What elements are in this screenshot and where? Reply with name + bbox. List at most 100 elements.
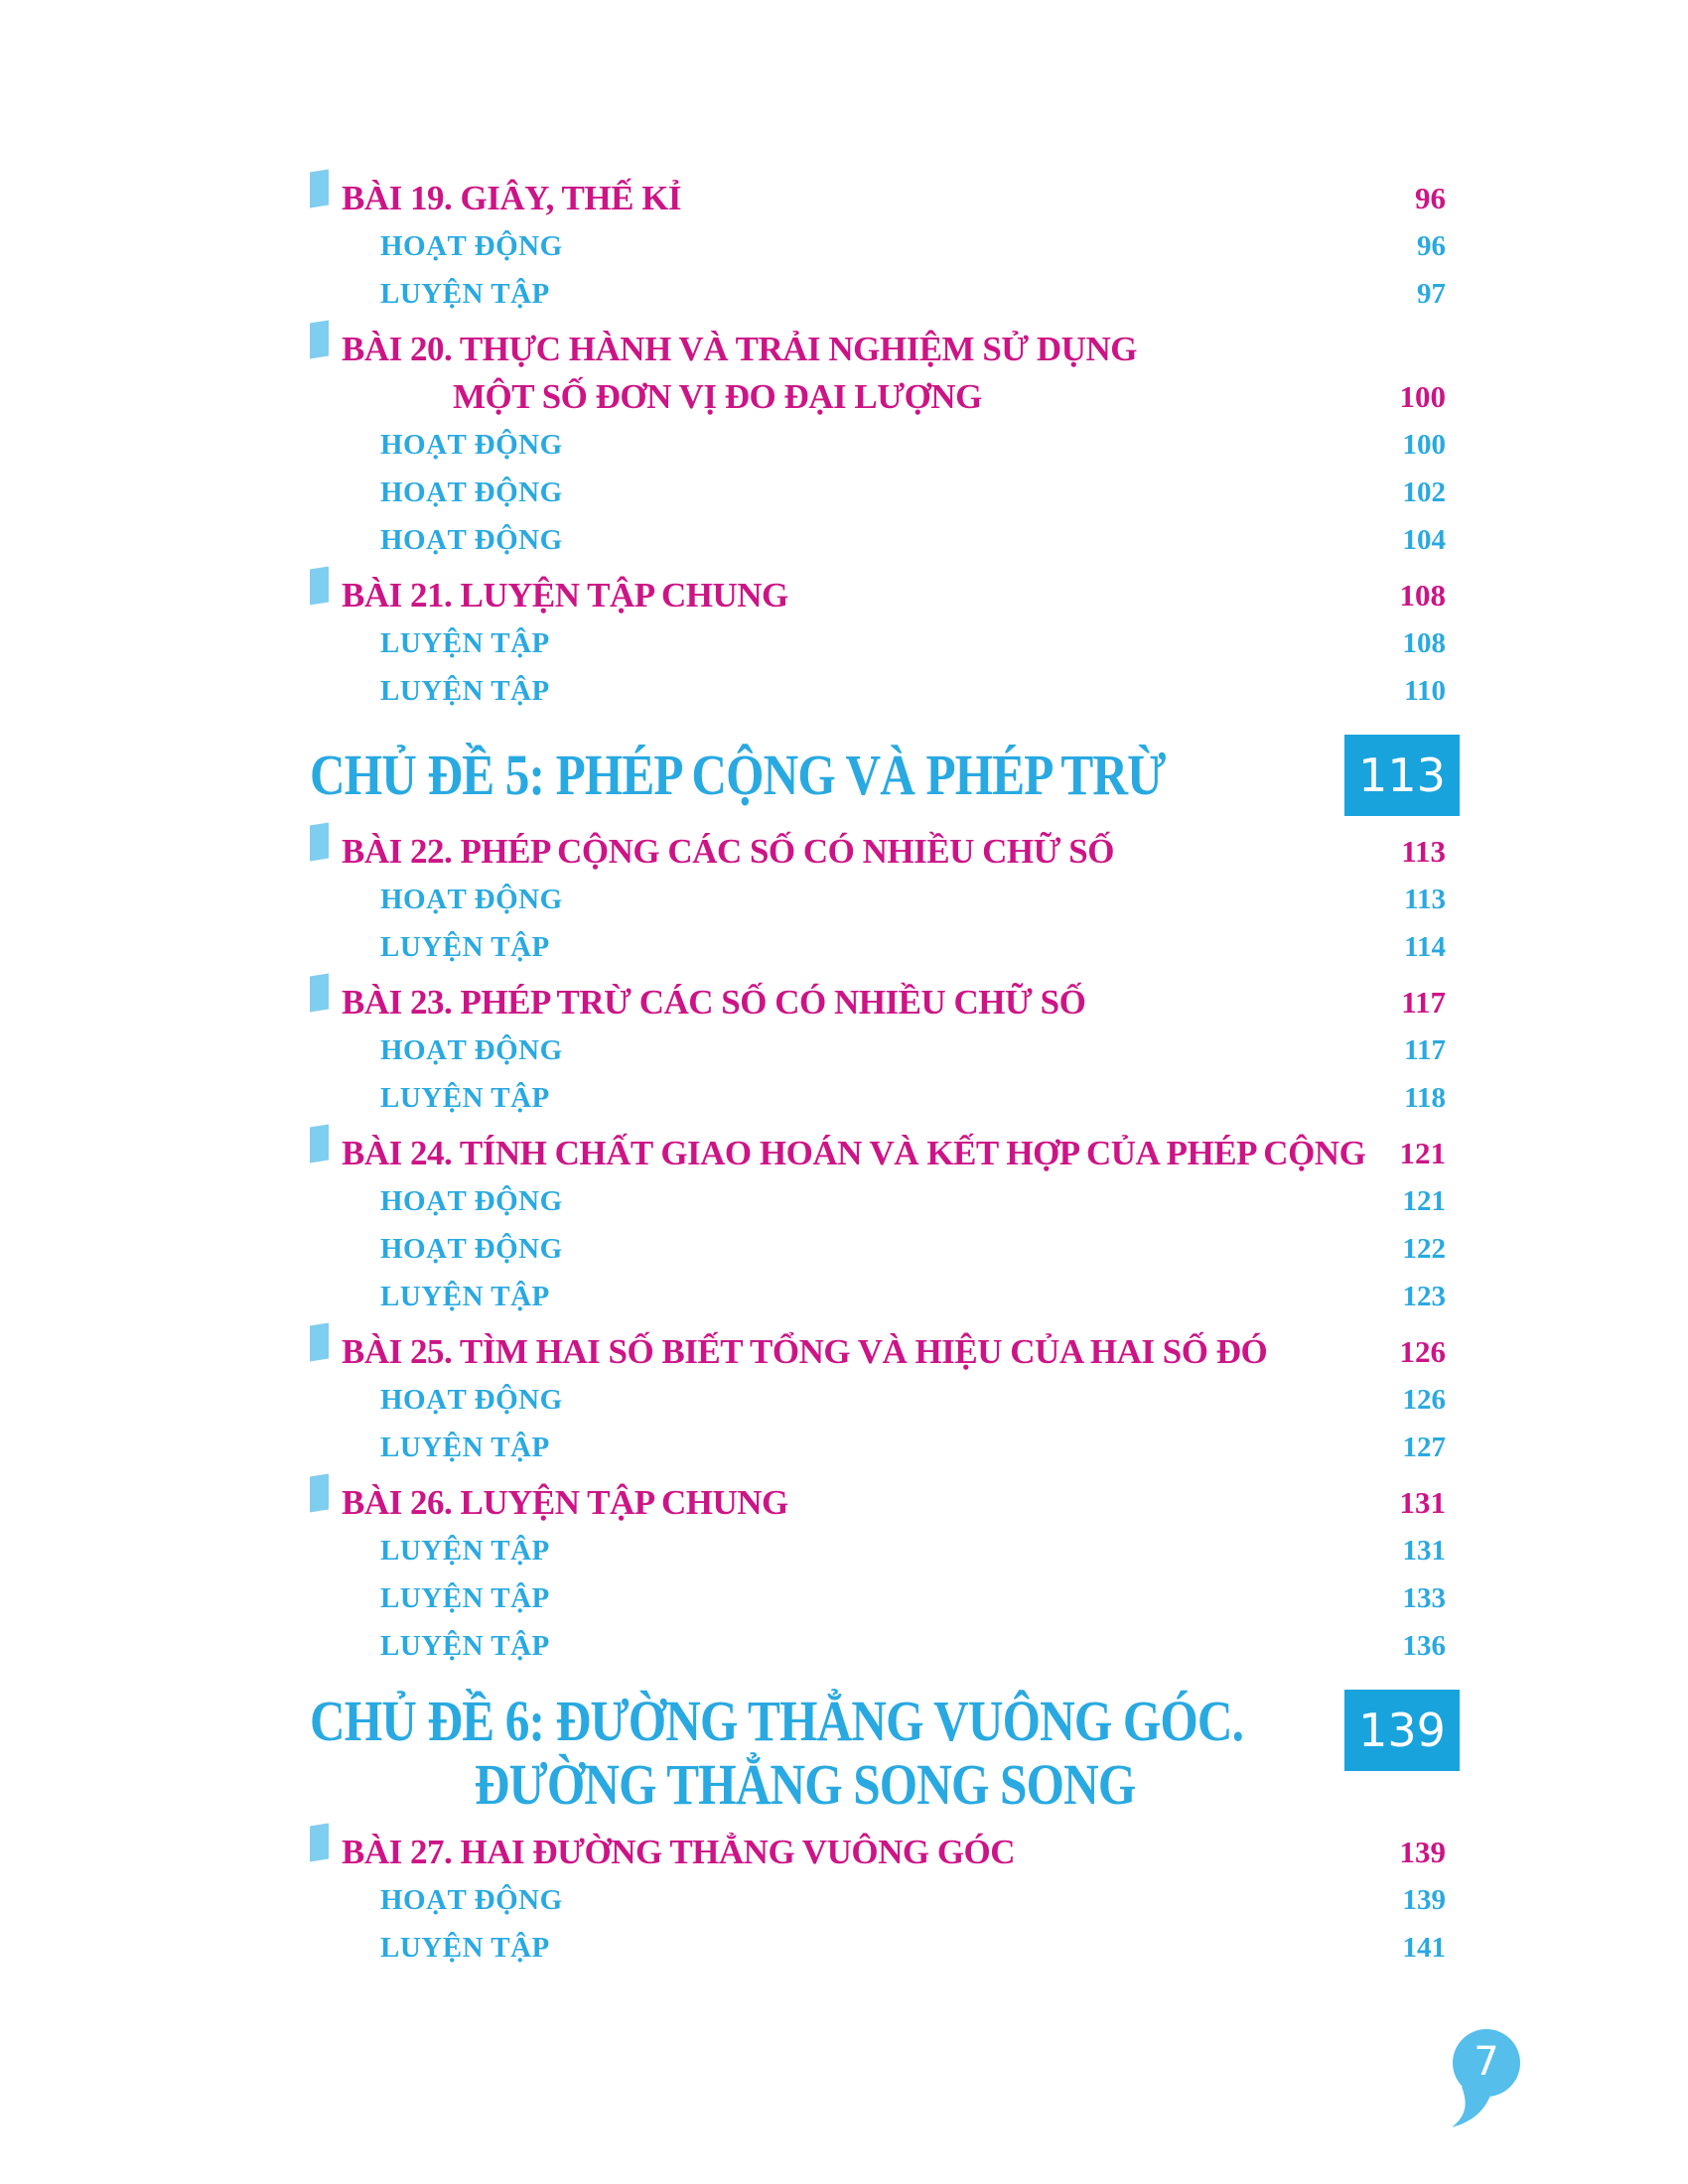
sub-entry-page-number[interactable]: 136	[1402, 1630, 1447, 1662]
sub-entry-page-number[interactable]: 127	[1402, 1432, 1447, 1463]
lesson-title[interactable]: BÀI 21. LUYỆN TẬP CHUNG	[342, 572, 1400, 619]
sub-entry-page-number[interactable]: 123	[1402, 1281, 1447, 1312]
toc-sub-entry: LUYỆN TẬP 133	[310, 1574, 1460, 1622]
sub-entry-label[interactable]: LUYỆN TẬP	[380, 1082, 550, 1114]
lesson-page-number[interactable]: 126	[1399, 1334, 1447, 1369]
sub-entry-label[interactable]: LUYỆN TẬP	[380, 1281, 550, 1312]
sub-entry-label[interactable]: LUYỆN TẬP	[380, 1535, 550, 1567]
lesson-page-number[interactable]: 121	[1399, 1136, 1447, 1170]
sub-entry-label[interactable]: HOẠT ĐỘNG	[380, 477, 563, 508]
toc-sub-entry: LUYỆN TẬP 97	[310, 270, 1460, 318]
sub-entry-page-number[interactable]: 122	[1402, 1233, 1447, 1265]
sub-entry-label[interactable]: LUYỆN TẬP	[380, 627, 550, 659]
lesson-title-row: BÀI 24. TÍNH CHẤT GIAO HOÁN VÀ KẾT HỢP C…	[310, 1124, 1460, 1177]
toc-lesson-entry: BÀI 26. LUYỆN TẬP CHUNG 131 LUYỆN TẬP 13…	[310, 1473, 1460, 1670]
sub-entry-page-number[interactable]: 131	[1402, 1535, 1447, 1567]
sub-entry-page-number[interactable]: 108	[1402, 627, 1447, 659]
lesson-title-line: BÀI 22. PHÉP CỘNG CÁC SỐ CÓ NHIỀU CHỮ SỐ	[342, 832, 1114, 871]
toc-sub-entry: LUYỆN TẬP 118	[310, 1074, 1460, 1122]
lesson-page-number[interactable]: 131	[1399, 1485, 1447, 1520]
lesson-title-line: BÀI 26. LUYỆN TẬP CHUNG	[342, 1483, 788, 1522]
lesson-title-line: BÀI 25. TÌM HAI SỐ BIẾT TỔNG VÀ HIỆU CỦA…	[342, 1332, 1268, 1371]
sub-entry-label[interactable]: LUYỆN TẬP	[380, 1630, 550, 1662]
chapter-page-number: 139	[1358, 1704, 1446, 1757]
toc-sub-entry: LUYỆN TẬP 141	[310, 1924, 1460, 1972]
sub-entry-label[interactable]: LUYỆN TẬP	[380, 1432, 550, 1463]
sub-entry-label[interactable]: HOẠT ĐỘNG	[380, 884, 563, 915]
sub-entry-page-number[interactable]: 113	[1404, 884, 1446, 915]
sub-entry-page-number[interactable]: 117	[1404, 1034, 1446, 1066]
chapter-page-box[interactable]: 113	[1344, 735, 1460, 816]
speech-bubble-icon	[1452, 2029, 1520, 2127]
lesson-title[interactable]: BÀI 22. PHÉP CỘNG CÁC SỐ CÓ NHIỀU CHỮ SỐ	[342, 828, 1401, 876]
sub-entry-label[interactable]: HOẠT ĐỘNG	[380, 1185, 563, 1217]
lesson-title[interactable]: BÀI 20. THỰC HÀNH VÀ TRẢI NGHIỆM SỬ DỤNG…	[342, 326, 1400, 421]
table-of-contents: BÀI 19. GIÂY, THẾ KỈ 96 HOẠT ĐỘNG 96 LUY…	[310, 169, 1460, 1972]
toc-sub-entry: HOẠT ĐỘNG 102	[310, 469, 1460, 516]
toc-sub-entry: LUYỆN TẬP 108	[310, 619, 1460, 667]
sub-entry-page-number[interactable]: 121	[1402, 1185, 1447, 1217]
toc-lesson-entry: BÀI 20. THỰC HÀNH VÀ TRẢI NGHIỆM SỬ DỤNG…	[310, 320, 1460, 564]
sub-entry-page-number[interactable]: 104	[1402, 524, 1447, 556]
lesson-page-number[interactable]: 113	[1401, 834, 1446, 869]
sub-entry-page-number[interactable]: 118	[1404, 1082, 1446, 1114]
lesson-title-row: BÀI 20. THỰC HÀNH VÀ TRẢI NGHIỆM SỬ DỤNG…	[310, 320, 1460, 421]
lesson-title[interactable]: BÀI 26. LUYỆN TẬP CHUNG	[342, 1479, 1400, 1527]
toc-sub-entry: LUYỆN TẬP 131	[310, 1527, 1460, 1574]
sub-entry-label[interactable]: LUYỆN TẬP	[380, 278, 550, 310]
lesson-sub-entries: HOẠT ĐỘNG 96 LUYỆN TẬP 97	[310, 222, 1460, 318]
toc-sub-entry: HOẠT ĐỘNG 126	[310, 1376, 1460, 1424]
lesson-page-number[interactable]: 117	[1401, 985, 1446, 1020]
lesson-title[interactable]: BÀI 23. PHÉP TRỪ CÁC SỐ CÓ NHIỀU CHỮ SỐ	[342, 979, 1401, 1026]
chapter-title[interactable]: CHỦ ĐỀ 5: PHÉP CỘNG VÀ PHÉP TRỪ	[310, 735, 1344, 816]
lesson-page-number[interactable]: 96	[1415, 181, 1446, 215]
toc-sub-entry: HOẠT ĐỘNG 96	[310, 222, 1460, 270]
lesson-bullet-icon	[310, 822, 329, 862]
sub-entry-label[interactable]: HOẠT ĐỘNG	[380, 1233, 563, 1265]
sub-entry-label[interactable]: HOẠT ĐỘNG	[380, 230, 563, 262]
lesson-title[interactable]: BÀI 27. HAI ĐƯỜNG THẲNG VUÔNG GÓC	[342, 1829, 1400, 1876]
sub-entry-label[interactable]: HOẠT ĐỘNG	[380, 429, 563, 461]
toc-lesson-entry: BÀI 21. LUYỆN TẬP CHUNG 108 LUYỆN TẬP 10…	[310, 566, 1460, 715]
lesson-bullet-icon	[310, 1823, 329, 1862]
sub-entry-label[interactable]: LUYỆN TẬP	[380, 931, 550, 963]
lesson-page-number[interactable]: 108	[1399, 578, 1447, 613]
sub-entry-label[interactable]: HOẠT ĐỘNG	[380, 1384, 563, 1416]
chapter-page-box[interactable]: 139	[1344, 1690, 1460, 1771]
lesson-bullet-icon	[310, 169, 329, 208]
chapter-title[interactable]: CHỦ ĐỀ 6: ĐƯỜNG THẲNG VUÔNG GÓC. ĐƯỜNG TH…	[310, 1690, 1344, 1817]
sub-entry-page-number[interactable]: 97	[1417, 278, 1446, 310]
sub-entry-page-number[interactable]: 114	[1404, 931, 1446, 963]
sub-entry-label[interactable]: HOẠT ĐỘNG	[380, 1034, 563, 1066]
lesson-sub-entries: HOẠT ĐỘNG 139 LUYỆN TẬP 141	[310, 1876, 1460, 1972]
sub-entry-page-number[interactable]: 102	[1402, 477, 1447, 508]
toc-lesson-entry: BÀI 24. TÍNH CHẤT GIAO HOÁN VÀ KẾT HỢP C…	[310, 1124, 1460, 1320]
sub-entry-page-number[interactable]: 96	[1417, 230, 1446, 262]
sub-entry-page-number[interactable]: 133	[1402, 1582, 1447, 1614]
lesson-page-number[interactable]: 139	[1399, 1835, 1447, 1869]
lesson-bullet-icon	[310, 1322, 329, 1362]
sub-entry-page-number[interactable]: 100	[1402, 429, 1447, 461]
lesson-sub-entries: LUYỆN TẬP 131 LUYỆN TẬP 133 LUYỆN TẬP 13…	[310, 1527, 1460, 1670]
sub-entry-label[interactable]: HOẠT ĐỘNG	[380, 1884, 563, 1916]
lesson-title-line: BÀI 27. HAI ĐƯỜNG THẲNG VUÔNG GÓC	[342, 1833, 1016, 1871]
sub-entry-label[interactable]: LUYỆN TẬP	[380, 1582, 550, 1614]
toc-sub-entry: LUYỆN TẬP 114	[310, 923, 1460, 971]
sub-entry-page-number[interactable]: 139	[1402, 1884, 1447, 1916]
sub-entry-label[interactable]: LUYỆN TẬP	[380, 675, 550, 707]
lesson-title[interactable]: BÀI 24. TÍNH CHẤT GIAO HOÁN VÀ KẾT HỢP C…	[342, 1130, 1400, 1177]
sub-entry-page-number[interactable]: 141	[1402, 1932, 1447, 1964]
lesson-page-number[interactable]: 100	[1399, 379, 1447, 414]
lesson-title[interactable]: BÀI 25. TÌM HAI SỐ BIẾT TỔNG VÀ HIỆU CỦA…	[342, 1328, 1400, 1376]
sub-entry-page-number[interactable]: 110	[1404, 675, 1446, 707]
lesson-title-line: BÀI 23. PHÉP TRỪ CÁC SỐ CÓ NHIỀU CHỮ SỐ	[342, 983, 1086, 1022]
chapter-title-line: ĐƯỜNG THẲNG SONG SONG	[474, 1752, 1136, 1817]
sub-entry-page-number[interactable]: 126	[1402, 1384, 1447, 1416]
sub-entry-label[interactable]: HOẠT ĐỘNG	[380, 524, 563, 556]
toc-lesson-entry: BÀI 22. PHÉP CỘNG CÁC SỐ CÓ NHIỀU CHỮ SỐ…	[310, 822, 1460, 971]
lesson-title[interactable]: BÀI 19. GIÂY, THẾ KỈ	[342, 175, 1415, 222]
toc-sub-entry: HOẠT ĐỘNG 104	[310, 516, 1460, 564]
sub-entry-label[interactable]: LUYỆN TẬP	[380, 1932, 550, 1964]
lesson-sub-entries: HOẠT ĐỘNG 126 LUYỆN TẬP 127	[310, 1376, 1460, 1471]
toc-sub-entry: HOẠT ĐỘNG 117	[310, 1026, 1460, 1074]
